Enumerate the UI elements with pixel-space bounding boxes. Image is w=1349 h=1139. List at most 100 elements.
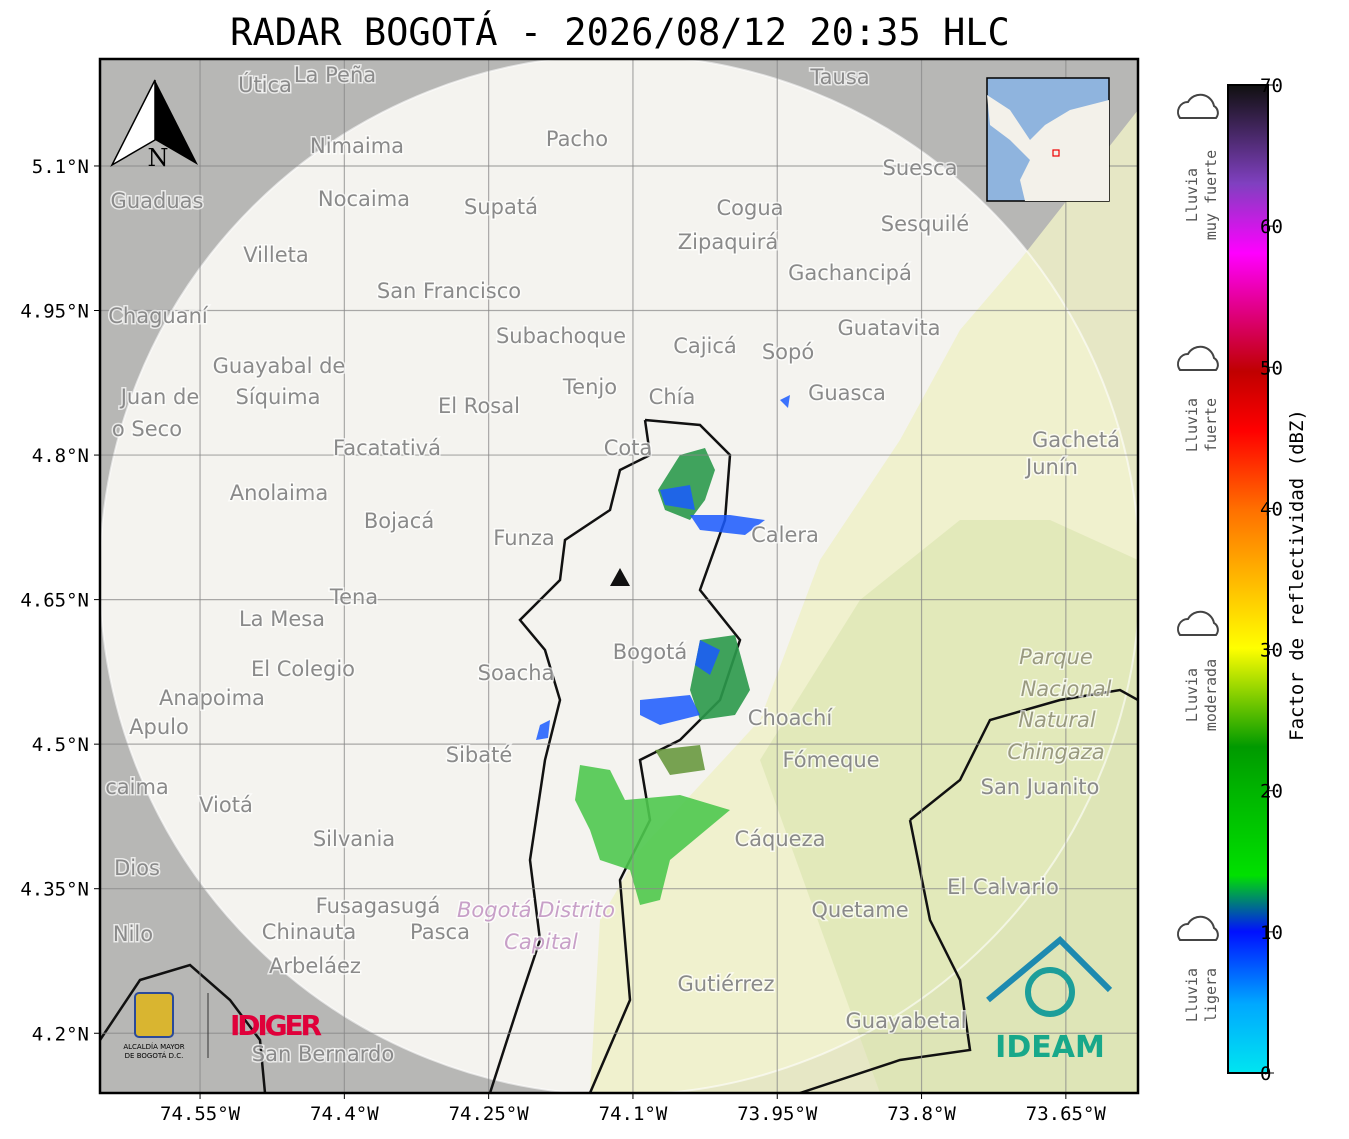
rain-icon [1177, 93, 1219, 119]
place-label: San Francisco [377, 279, 521, 303]
place-label: Anolaima [230, 481, 328, 505]
place-label: Juan de [119, 385, 200, 409]
x-tick-label: 74.1°W [599, 1103, 668, 1125]
place-labels: Útica La Peña Tausa Pacho Nimaima Guaduas Noca… [104, 62, 1122, 1068]
rain-level-label: fuerte [1202, 398, 1220, 452]
y-tick-label: 4.5°N [32, 734, 89, 756]
place-label: Útica [238, 72, 292, 97]
inset-marker [1052, 149, 1060, 157]
place-label: Fómeque [782, 748, 879, 772]
place-label: Choachí [748, 706, 834, 730]
place-label: Arbeláez [269, 954, 361, 978]
colorbar-tick-label: 0 [1260, 1063, 1271, 1085]
compass [155, 80, 198, 165]
place-label: El Rosal [438, 394, 520, 418]
place-label: Bogotá Distrito [457, 898, 615, 922]
place-label: Tausa [809, 65, 869, 89]
map: Útica La Peña Tausa Pacho Nimaima Guaduas Noca… [100, 59, 1138, 1093]
place-label: Bogotá [613, 640, 688, 664]
rain-level-label: Lluvia [1183, 168, 1201, 222]
place-label: Cogua [716, 196, 783, 220]
place-label: Nimaima [310, 134, 404, 158]
inset-land [987, 95, 1109, 201]
place-label: Síquima [236, 385, 321, 409]
place-label: Gutiérrez [678, 972, 775, 996]
place-label: Guayabal de [213, 354, 346, 378]
place-label: Subachoque [496, 324, 626, 348]
x-tick-label: 74.25°W [449, 1103, 530, 1125]
place-label: Guaduas [111, 189, 204, 213]
x-tick-label: 73.95°W [737, 1103, 818, 1125]
y-tick-label: 4.65°N [20, 590, 89, 612]
alcaldia-text: ALCALDÍA MAYOR [123, 1042, 184, 1051]
place-label: Dios [114, 856, 160, 880]
colorbar-tick-label: 70 [1260, 75, 1283, 97]
rain-icon [1177, 915, 1219, 941]
place-label: El Calvario [947, 875, 1059, 899]
place-label: Pasca [410, 920, 470, 944]
colorbar-label: Factor de reflectividad (dBZ) [1286, 409, 1308, 741]
radar-echoes [536, 395, 790, 740]
boundary [799, 688, 1138, 1093]
place-label: Cota [604, 436, 653, 460]
place-label: La Mesa [239, 607, 325, 631]
place-label: Chinauta [262, 920, 356, 944]
place-label: Guasca [808, 381, 886, 405]
place-label: Sibaté [446, 743, 513, 767]
place-label: Villeta [243, 243, 308, 267]
y-tick-label: 5.1°N [32, 156, 89, 178]
rain-level-label: ligera [1202, 968, 1220, 1022]
rain-icons [1177, 93, 1219, 941]
place-label: Chingaza [1007, 740, 1104, 764]
idiger-logo: IDIGER [230, 1009, 322, 1042]
place-label: Parque [1019, 645, 1093, 669]
place-label: Anapoima [159, 686, 265, 710]
place-label: Bojacá [364, 509, 434, 533]
grid [100, 59, 1138, 1093]
place-label: San Juanito [981, 775, 1100, 799]
place-label: caima [105, 775, 169, 799]
place-label: Junín [1024, 455, 1078, 479]
place-label: Quetame [811, 898, 908, 922]
place-label: San Bernardo [252, 1042, 394, 1066]
place-label: Chaguaní [108, 304, 209, 328]
place-label: Tenjo [562, 375, 617, 399]
place-label: Pacho [546, 127, 608, 151]
title: RADAR BOGOTÁ - 2026/08/12 20:35 HLC [230, 10, 1010, 54]
place-label: Gachancipá [788, 261, 912, 285]
y-tick-label: 4.95°N [20, 301, 89, 323]
place-label: Zipaquirá [678, 230, 778, 254]
y-tick-label: 4.2°N [32, 1023, 89, 1045]
colorbar [1227, 84, 1269, 1074]
place-label: Calera [751, 523, 819, 547]
x-tick-label: 74.55°W [160, 1103, 241, 1125]
ideam-roof [986, 935, 1113, 1003]
alcaldia-shield [134, 992, 174, 1038]
colorbar-tick-label: 40 [1260, 498, 1283, 520]
place-label: Apulo [129, 715, 189, 739]
place-label: Soacha [478, 661, 555, 685]
place-label: Guatavita [838, 316, 941, 340]
place-label: Silvania [313, 827, 395, 851]
place-label: Chía [649, 385, 696, 409]
colorbar-tick-label: 10 [1260, 922, 1283, 944]
place-label: Viotá [199, 793, 253, 817]
rain-level-label: muy fuerte [1202, 150, 1220, 240]
rain-level-label: Lluvia [1183, 668, 1201, 722]
rain-icon [1177, 610, 1219, 636]
colorbar-tick-label: 30 [1260, 640, 1283, 662]
colorbar-tick-label: 20 [1260, 781, 1283, 803]
place-label: Facatativá [333, 436, 441, 460]
ideam-logo: IDEAM [995, 1030, 1105, 1065]
boundary [100, 963, 267, 1093]
place-label: Nocaima [318, 187, 410, 211]
place-label: Suesca [883, 156, 958, 180]
place-label: Nacional [1021, 677, 1112, 701]
colorbar-tick-label: 60 [1260, 216, 1283, 238]
y-tick-label: 4.8°N [32, 445, 89, 467]
place-label: Nilo [113, 922, 153, 946]
place-label: Capital [504, 930, 578, 954]
place-label: o Seco [112, 417, 182, 441]
place-label: Natural [1018, 708, 1096, 732]
place-label: Sopó [762, 340, 814, 364]
